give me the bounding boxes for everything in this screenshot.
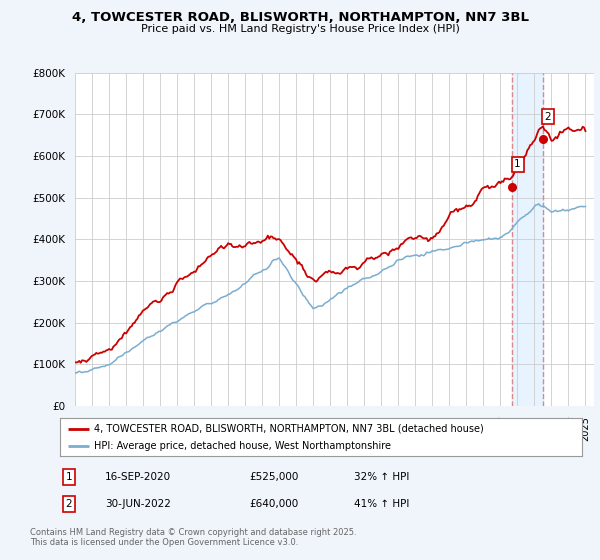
Text: £640,000: £640,000 bbox=[249, 499, 298, 509]
Text: 4, TOWCESTER ROAD, BLISWORTH, NORTHAMPTON, NN7 3BL (detached house): 4, TOWCESTER ROAD, BLISWORTH, NORTHAMPTO… bbox=[94, 423, 484, 433]
Text: 4, TOWCESTER ROAD, BLISWORTH, NORTHAMPTON, NN7 3BL: 4, TOWCESTER ROAD, BLISWORTH, NORTHAMPTO… bbox=[71, 11, 529, 24]
Text: 16-SEP-2020: 16-SEP-2020 bbox=[105, 472, 171, 482]
Text: HPI: Average price, detached house, West Northamptonshire: HPI: Average price, detached house, West… bbox=[94, 441, 391, 451]
Text: Price paid vs. HM Land Registry's House Price Index (HPI): Price paid vs. HM Land Registry's House … bbox=[140, 24, 460, 34]
Text: 2: 2 bbox=[65, 499, 73, 509]
Text: Contains HM Land Registry data © Crown copyright and database right 2025.
This d: Contains HM Land Registry data © Crown c… bbox=[30, 528, 356, 547]
Text: 1: 1 bbox=[514, 160, 521, 170]
Text: 41% ↑ HPI: 41% ↑ HPI bbox=[354, 499, 409, 509]
Text: 2: 2 bbox=[545, 111, 551, 122]
Text: 1: 1 bbox=[65, 472, 73, 482]
Text: £525,000: £525,000 bbox=[249, 472, 298, 482]
Text: 32% ↑ HPI: 32% ↑ HPI bbox=[354, 472, 409, 482]
Bar bbox=[512, 73, 543, 406]
Text: 30-JUN-2022: 30-JUN-2022 bbox=[105, 499, 171, 509]
